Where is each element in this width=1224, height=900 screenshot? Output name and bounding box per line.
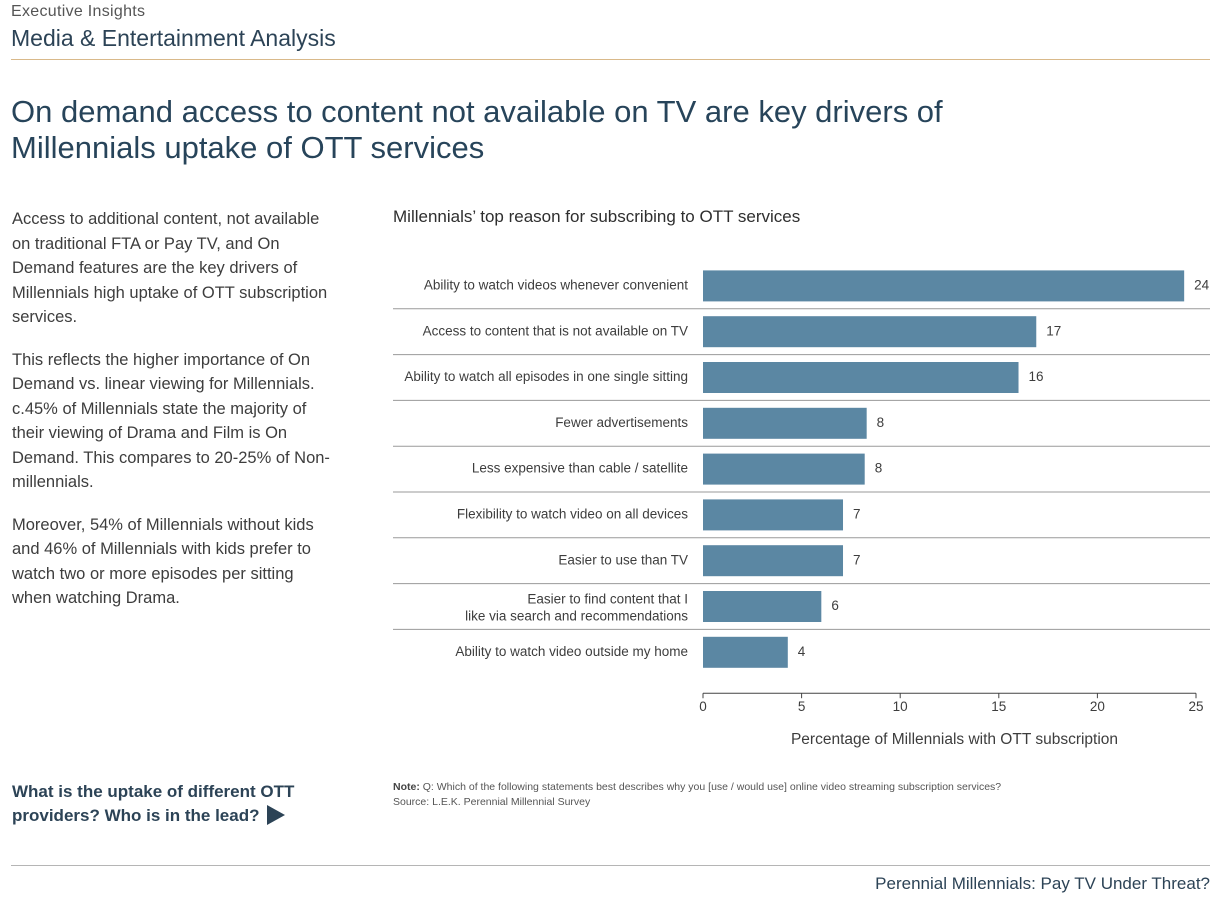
bar: [703, 545, 844, 577]
bar: [703, 636, 788, 668]
category-label: Ability to watch videos whenever conveni…: [424, 277, 688, 292]
category-label: Fewer advertisements: [555, 415, 688, 430]
bar: [703, 362, 1019, 393]
bar: [703, 316, 1037, 348]
value-label: 24: [1194, 277, 1210, 292]
x-tick-label: 5: [798, 699, 806, 714]
value-label: 8: [877, 415, 885, 430]
eyebrow-label: Executive Insights: [11, 3, 146, 20]
value-label: 16: [1029, 369, 1044, 384]
next-question-link[interactable]: What is the uptake of different OTT prov…: [12, 780, 352, 828]
play-arrow-icon[interactable]: [267, 805, 286, 826]
chart-title: Millennials’ top reason for subscribing …: [393, 207, 801, 226]
body-paragraph-1: Access to additional content, not availa…: [12, 210, 328, 326]
body-text: Access to additional content, not availa…: [12, 207, 332, 629]
body-paragraph-2: This reflects the higher importance of O…: [12, 350, 330, 492]
value-label: 7: [853, 506, 861, 521]
bar: [703, 407, 867, 439]
x-tick-label: 15: [991, 699, 1006, 714]
value-label: 4: [798, 644, 806, 659]
category-label: Easier to use than TV: [558, 552, 688, 567]
value-label: 6: [831, 598, 839, 613]
x-tick-label: 25: [1188, 699, 1203, 714]
bar: [703, 453, 865, 485]
next-question-label: What is the uptake of different OTT prov…: [12, 782, 295, 825]
chart-note: Note: Q: Which of the following statemen…: [393, 780, 1193, 810]
note-label: Note:: [393, 781, 420, 793]
x-tick-label: 20: [1090, 699, 1105, 714]
page-title: On demand access to content not availabl…: [11, 94, 943, 165]
category-label: Access to content that is not available …: [423, 323, 688, 338]
bar: [703, 591, 822, 622]
bar-chart: Ability to watch videos whenever conveni…: [393, 270, 1210, 748]
header-divider: [11, 59, 1210, 60]
source-text: Source: L.E.K. Perennial Millennial Surv…: [393, 796, 591, 808]
body-paragraph-3: Moreover, 54% of Millennials without kid…: [12, 515, 314, 608]
category-label: Ability to watch video outside my home: [455, 644, 688, 659]
bar: [703, 499, 844, 531]
x-axis-title: Percentage of Millennials with OTT subsc…: [791, 731, 1118, 748]
value-label: 8: [875, 461, 883, 476]
x-tick-label: 0: [699, 699, 707, 714]
section-subhead: Media & Entertainment Analysis: [11, 25, 336, 51]
note-text: Q: Which of the following statements bes…: [422, 781, 1002, 793]
footer-divider: [11, 865, 1210, 866]
value-label: 17: [1046, 323, 1061, 338]
category-label: Ability to watch all episodes in one sin…: [404, 369, 688, 384]
footer-title: Perennial Millennials: Pay TV Under Thre…: [875, 874, 1210, 893]
x-tick-label: 10: [893, 699, 908, 714]
value-label: 7: [853, 552, 861, 567]
category-label: Less expensive than cable / satellite: [472, 461, 688, 476]
category-label: Flexibility to watch video on all device…: [457, 506, 688, 521]
bar: [703, 270, 1185, 302]
